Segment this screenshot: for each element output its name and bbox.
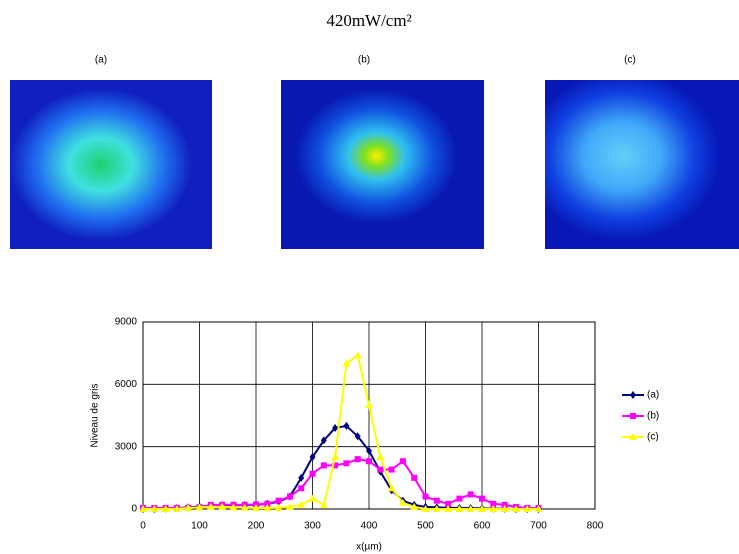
marker <box>298 473 305 482</box>
marker <box>629 433 637 440</box>
marker <box>150 505 159 512</box>
x-tick-label: 800 <box>587 521 604 532</box>
x-tick-label: 100 <box>191 521 208 532</box>
marker <box>332 462 339 469</box>
marker <box>422 493 429 500</box>
marker <box>534 505 543 512</box>
marker <box>308 494 317 502</box>
panel-label: (b) <box>358 55 370 66</box>
x-axis-label: x(µm) <box>356 542 382 553</box>
marker <box>274 503 283 511</box>
y-tick-label: 6000 <box>115 379 138 390</box>
marker <box>240 503 249 511</box>
marker <box>445 500 452 507</box>
marker <box>411 474 418 481</box>
marker <box>455 505 464 512</box>
image <box>10 80 212 249</box>
marker <box>229 503 238 511</box>
marker <box>479 495 485 502</box>
x-tick-label: 600 <box>474 521 491 532</box>
marker <box>432 505 441 512</box>
marker <box>275 497 282 504</box>
marker <box>353 351 362 359</box>
marker <box>161 505 170 512</box>
plot-frame <box>142 321 596 510</box>
y-tick-label: 0 <box>131 504 137 515</box>
x-tick-label: 0 <box>140 521 146 532</box>
marker <box>444 505 453 512</box>
marker <box>500 505 509 512</box>
x-tick-label: 500 <box>417 521 434 532</box>
marker <box>139 505 147 512</box>
marker <box>332 423 339 432</box>
marker <box>285 502 294 510</box>
panel-label: (c) <box>624 55 636 66</box>
marker <box>298 485 305 492</box>
marker <box>309 470 316 477</box>
y-axis-label: Niveau de gris <box>90 384 101 448</box>
marker <box>433 497 440 504</box>
marker <box>398 498 407 506</box>
y-tick-label: 9000 <box>115 317 138 328</box>
marker <box>399 458 406 465</box>
marker <box>195 503 204 511</box>
marker <box>184 503 193 511</box>
marker <box>343 460 350 467</box>
x-tick-label: 300 <box>304 521 321 532</box>
marker <box>263 503 272 511</box>
x-tick-label: 200 <box>248 521 265 532</box>
marker <box>354 432 361 441</box>
marker <box>511 505 520 512</box>
marker <box>365 401 373 409</box>
marker <box>467 491 474 498</box>
marker <box>319 500 328 508</box>
marker <box>366 458 372 465</box>
marker <box>264 500 271 507</box>
marker <box>376 453 385 461</box>
marker <box>478 505 486 512</box>
marker <box>630 413 636 419</box>
marker <box>523 505 532 512</box>
marker <box>630 391 636 399</box>
legend-label: (c) <box>647 432 659 443</box>
marker <box>343 421 350 430</box>
y-tick-label: 3000 <box>115 441 138 452</box>
marker <box>206 502 215 510</box>
marker <box>421 505 430 512</box>
marker <box>331 453 340 461</box>
marker <box>490 500 497 507</box>
marker <box>377 466 384 473</box>
legend-label: (b) <box>647 411 659 422</box>
marker <box>456 495 463 502</box>
marker <box>309 453 316 462</box>
legend-label: (a) <box>647 390 659 401</box>
marker <box>366 446 372 455</box>
marker <box>320 462 327 469</box>
marker <box>342 359 351 367</box>
image <box>281 80 484 249</box>
panel-label: (a) <box>95 55 107 66</box>
marker <box>320 436 327 445</box>
marker <box>501 501 508 508</box>
marker <box>387 484 396 492</box>
marker <box>297 500 306 508</box>
marker <box>410 502 419 510</box>
x-tick-label: 400 <box>361 521 378 532</box>
x-tick-label: 700 <box>530 521 547 532</box>
image <box>545 80 739 249</box>
marker <box>252 503 260 511</box>
marker <box>466 505 475 512</box>
marker <box>218 502 227 510</box>
marker <box>354 456 361 463</box>
marker <box>489 505 498 512</box>
marker <box>172 505 181 512</box>
marker <box>286 493 293 500</box>
series-line <box>143 353 539 510</box>
marker <box>388 466 395 473</box>
chart: 0 100 200 300 400 500 600 700 800 0 3000 6000 9000 x(… <box>90 317 660 553</box>
title: 420mW/cm² <box>326 11 411 30</box>
